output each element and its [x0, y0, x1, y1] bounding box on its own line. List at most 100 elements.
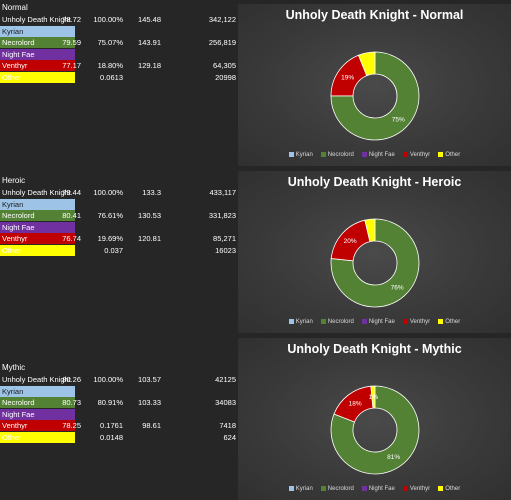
covenant-color-swatch — [0, 408, 75, 420]
donut-slice-other — [370, 385, 376, 409]
legend-label: Other — [445, 319, 461, 326]
chart-normal: Unholy Death Knight - Normal 75% 19% Kyrian… — [238, 4, 511, 166]
section-title: Heroic — [2, 176, 26, 185]
table-row-night-fae: Night Fae — [0, 408, 236, 420]
legend-swatch — [402, 319, 408, 324]
table-row-venthyr: Venthyr 77.17 18.80% 129.18 64,305 — [0, 60, 236, 71]
legend-item-venthyr: Venthyr — [402, 319, 431, 326]
section-title: Normal — [2, 3, 28, 12]
cell-value: 342,122 — [208, 15, 236, 24]
data-label: 1% — [369, 394, 379, 401]
legend-swatch — [438, 319, 444, 324]
chart-title: Unholy Death Knight - Heroic — [287, 175, 462, 189]
legend-swatch — [361, 319, 367, 324]
covenant-color-swatch — [0, 397, 75, 408]
cell-value: 103.57 — [138, 375, 161, 384]
cell-value: 20998 — [215, 72, 236, 82]
donut-slice-necrolord — [330, 218, 420, 308]
cell-value: 85,271 — [213, 234, 236, 243]
cell-value: 80.73 — [62, 398, 81, 407]
cell-value: 16023 — [215, 245, 236, 255]
legend-label: Venthyr — [409, 152, 431, 159]
cell-value: 133.3 — [142, 188, 161, 197]
legend-item-venthyr: Venthyr — [402, 152, 431, 159]
cell-value: 98.61 — [142, 421, 161, 430]
table-row-kyrian: Kyrian — [0, 25, 236, 37]
cell-value: 100.00% — [93, 375, 123, 384]
cell-value: 143.91 — [138, 38, 161, 47]
cell-value: 77.17 — [62, 61, 81, 70]
legend-swatch — [320, 486, 326, 491]
cell-value: 256,819 — [208, 38, 236, 47]
covenant-color-swatch — [0, 420, 75, 431]
covenant-color-swatch — [0, 71, 75, 83]
row-label: Kyrian — [2, 199, 24, 209]
legend-item-necrolord: Necrolord — [320, 152, 354, 158]
cell-value: 80.91% — [97, 398, 123, 407]
section-title: Mythic — [2, 363, 26, 372]
row-label: Unholy Death Knight — [2, 375, 71, 384]
cell-value: 100.00% — [93, 188, 123, 197]
table-row-necrolord: Necrolord 79.59 75.07% 143.91 256,819 — [0, 37, 236, 48]
table-row-necrolord: Necrolord 80.73 80.91% 103.33 34083 — [0, 397, 236, 408]
donut-slice-necrolord — [330, 385, 420, 475]
legend-item-night-fae: Night Fae — [361, 319, 395, 326]
donut-chart: 75% 19% — [330, 51, 420, 141]
legend-swatch — [361, 152, 367, 157]
covenant-color-swatch — [0, 385, 75, 397]
table-row-other: Other 0.037 16023 — [0, 244, 236, 256]
table-row-unholy-death-knight: Unholy Death Knight 80.26 100.00% 103.57 421… — [0, 374, 236, 385]
legend-swatch — [438, 152, 444, 157]
row-label: Night Fae — [2, 49, 35, 59]
covenant-color-swatch — [0, 221, 75, 233]
cell-value: 79.44 — [62, 188, 81, 197]
donut-slice-other — [357, 51, 376, 77]
cell-value: 76.61% — [97, 211, 123, 220]
cell-value: 34083 — [215, 398, 236, 407]
data-label: 75% — [392, 116, 405, 123]
chart-title: Unholy Death Knight - Normal — [285, 8, 464, 22]
table-row-kyrian: Kyrian — [0, 385, 236, 397]
cell-value: 0.0613 — [100, 72, 123, 82]
donut-chart: 76% 20% — [330, 218, 420, 308]
legend-item-necrolord: Necrolord — [320, 486, 354, 492]
row-label: Kyrian — [2, 26, 24, 36]
donut-slice-other — [364, 218, 376, 243]
cell-value: 0.037 — [104, 245, 123, 255]
cell-value: 64,305 — [213, 61, 236, 70]
table-row-night-fae: Night Fae — [0, 221, 236, 233]
table-row-other: Other 0.0148 624 — [0, 431, 236, 443]
data-label: 18% — [349, 401, 362, 408]
table-row-necrolord: Necrolord 80.41 76.61% 130.53 331,823 — [0, 210, 236, 221]
covenant-color-swatch — [0, 25, 75, 37]
covenant-color-swatch — [0, 37, 75, 48]
chart-legend: Kyrian Necrolord Night Fae Venthyr Other — [238, 486, 511, 492]
donut-chart: 81% 18% 1% — [330, 385, 420, 475]
data-label: 76% — [391, 284, 404, 291]
table-row-unholy-death-knight: Unholy Death Knight 79.44 100.00% 133.3 433,… — [0, 187, 236, 198]
chart-mythic: Unholy Death Knight - Mythic 81% 18% 1% Kyri… — [238, 338, 511, 500]
legend-swatch — [288, 152, 294, 157]
cell-value: 42125 — [215, 375, 236, 384]
legend-label: Night Fae — [368, 319, 395, 326]
row-label: Necrolord — [2, 211, 35, 220]
covenant-color-swatch — [0, 431, 75, 443]
legend-swatch — [320, 319, 326, 324]
legend-item-other: Other — [438, 319, 460, 325]
legend-item-kyrian: Kyrian — [288, 486, 313, 493]
legend-label: Kyrian — [295, 319, 313, 326]
chart-legend: Kyrian Necrolord Night Fae Venthyr Other — [238, 319, 511, 325]
cell-value: 103.33 — [138, 398, 161, 407]
covenant-color-swatch — [0, 244, 75, 256]
row-label: Necrolord — [2, 38, 35, 47]
legend-label: Kyrian — [295, 152, 313, 159]
row-label: Other — [2, 245, 21, 255]
covenant-color-swatch — [0, 198, 75, 210]
legend-label: Venthyr — [409, 319, 431, 326]
legend-label: Kyrian — [295, 486, 313, 493]
data-label: 81% — [387, 454, 400, 461]
cell-value: 80.41 — [62, 211, 81, 220]
legend-label: Necrolord — [327, 319, 354, 326]
table-row-unholy-death-knight: Unholy Death Knight 78.72 100.00% 145.48 342… — [0, 14, 236, 25]
cell-value: 0.0148 — [100, 432, 123, 442]
